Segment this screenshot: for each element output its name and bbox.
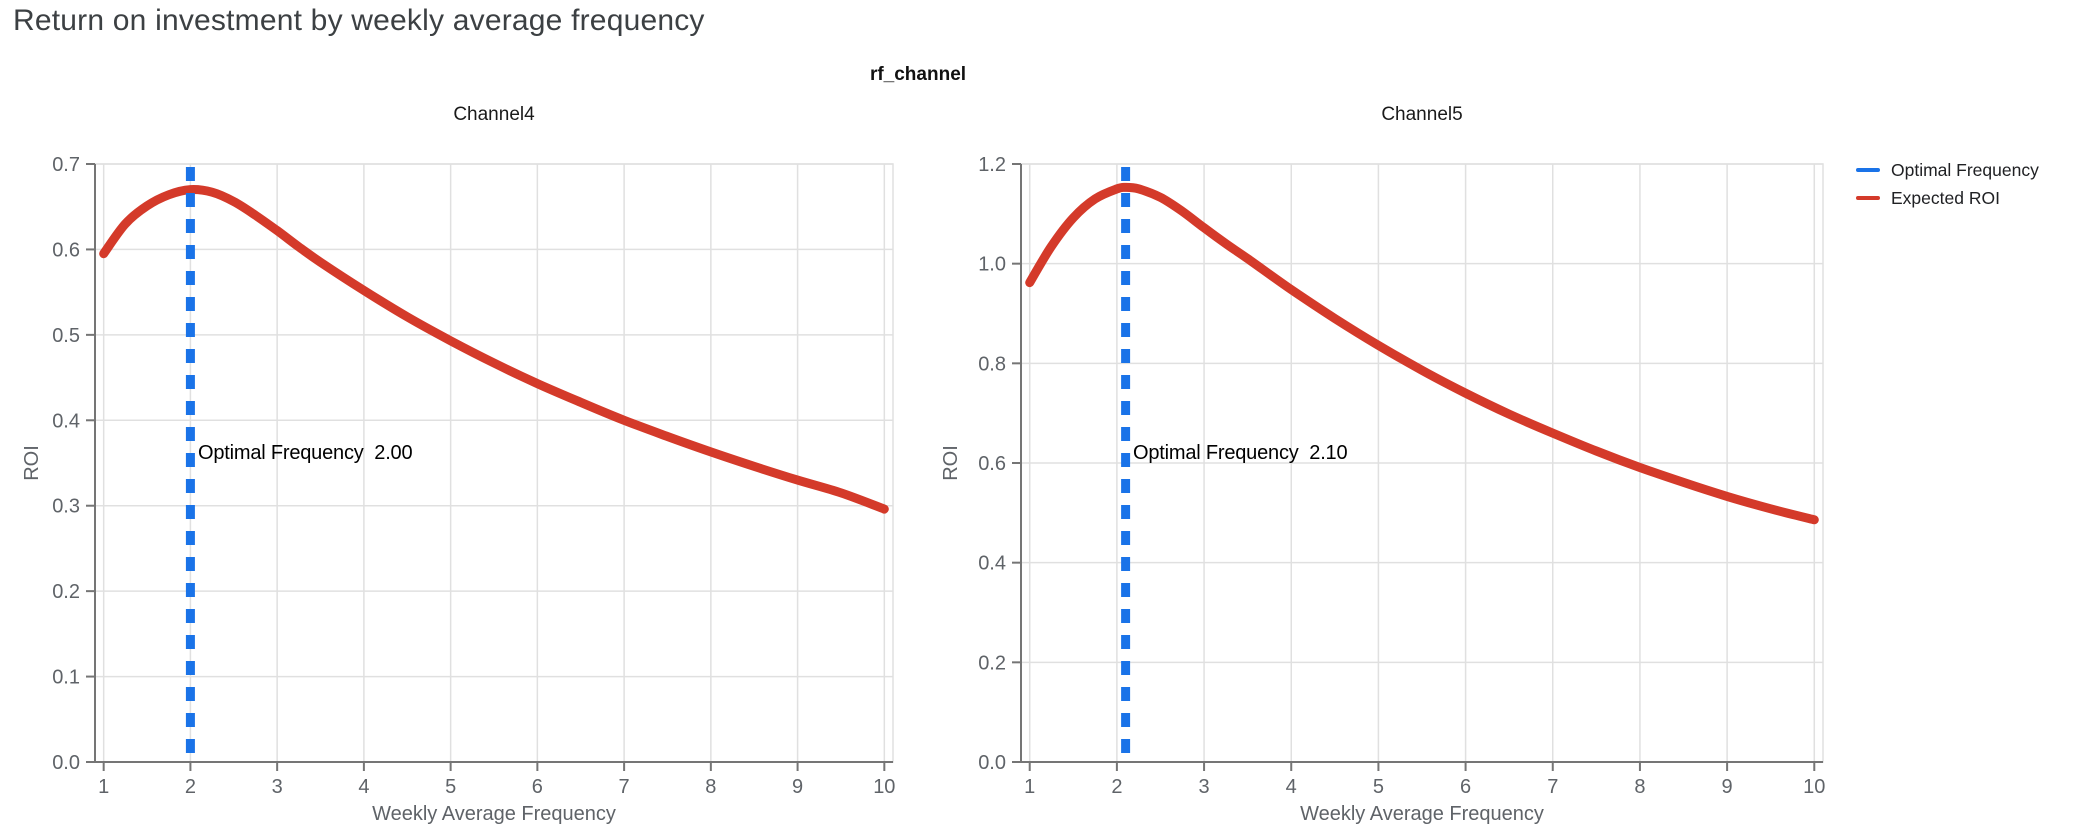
svg-text:0.5: 0.5 bbox=[52, 325, 80, 347]
svg-text:8: 8 bbox=[1634, 776, 1645, 798]
svg-text:2: 2 bbox=[1111, 776, 1122, 798]
svg-text:1: 1 bbox=[1024, 776, 1035, 798]
svg-text:1.0: 1.0 bbox=[978, 254, 1006, 276]
subplot-title-channel5: Channel5 bbox=[1381, 104, 1463, 125]
svg-text:3: 3 bbox=[272, 776, 283, 798]
optimal-frequency-annotation-channel5: Optimal Frequency 2.10 bbox=[1133, 442, 1348, 464]
svg-text:10: 10 bbox=[1803, 776, 1825, 798]
svg-text:0.0: 0.0 bbox=[52, 752, 80, 774]
svg-text:9: 9 bbox=[1722, 776, 1733, 798]
svg-text:0.2: 0.2 bbox=[52, 581, 80, 603]
y-axis-label-channel4: ROI bbox=[21, 445, 43, 481]
svg-text:5: 5 bbox=[1373, 776, 1384, 798]
page-title: Return on investment by weekly average f… bbox=[13, 4, 705, 37]
svg-text:6: 6 bbox=[1460, 776, 1471, 798]
legend-item-expected-roi: Expected ROI bbox=[1856, 188, 2039, 208]
svg-text:7: 7 bbox=[619, 776, 630, 798]
x-axis-label-channel4: Weekly Average Frequency bbox=[372, 803, 616, 825]
y-axis-label-channel5: ROI bbox=[940, 445, 962, 481]
svg-text:0.6: 0.6 bbox=[52, 239, 80, 261]
svg-text:0.3: 0.3 bbox=[52, 496, 80, 518]
x-axis-label-channel5: Weekly Average Frequency bbox=[1300, 803, 1544, 825]
legend-line-icon bbox=[1856, 168, 1880, 172]
svg-text:3: 3 bbox=[1199, 776, 1210, 798]
svg-text:4: 4 bbox=[358, 776, 369, 798]
svg-text:4: 4 bbox=[1286, 776, 1297, 798]
svg-text:6: 6 bbox=[532, 776, 543, 798]
svg-text:10: 10 bbox=[873, 776, 895, 798]
svg-text:2: 2 bbox=[185, 776, 196, 798]
svg-text:0.2: 0.2 bbox=[978, 652, 1006, 674]
legend-item-optimal-frequency: Optimal Frequency bbox=[1856, 160, 2039, 180]
legend-line-icon bbox=[1856, 196, 1880, 200]
facet-column-label: rf_channel bbox=[869, 64, 967, 85]
svg-text:0.8: 0.8 bbox=[978, 353, 1006, 375]
svg-text:0.7: 0.7 bbox=[52, 154, 80, 176]
svg-text:9: 9 bbox=[792, 776, 803, 798]
svg-text:0.6: 0.6 bbox=[978, 453, 1006, 475]
svg-text:0.4: 0.4 bbox=[978, 553, 1006, 575]
svg-text:1: 1 bbox=[98, 776, 109, 798]
optimal-frequency-annotation-channel4: Optimal Frequency 2.00 bbox=[198, 442, 413, 464]
svg-text:1.2: 1.2 bbox=[978, 154, 1006, 176]
svg-text:0.4: 0.4 bbox=[52, 410, 80, 432]
subplot-title-channel4: Channel4 bbox=[453, 104, 535, 125]
svg-text:7: 7 bbox=[1547, 776, 1558, 798]
svg-text:0.1: 0.1 bbox=[52, 667, 80, 689]
svg-text:5: 5 bbox=[445, 776, 456, 798]
svg-text:0.0: 0.0 bbox=[978, 752, 1006, 774]
legend-label: Expected ROI bbox=[1891, 187, 2000, 208]
legend: Optimal Frequency Expected ROI bbox=[1856, 160, 2039, 216]
legend-label: Optimal Frequency bbox=[1891, 159, 2039, 180]
svg-text:8: 8 bbox=[705, 776, 716, 798]
